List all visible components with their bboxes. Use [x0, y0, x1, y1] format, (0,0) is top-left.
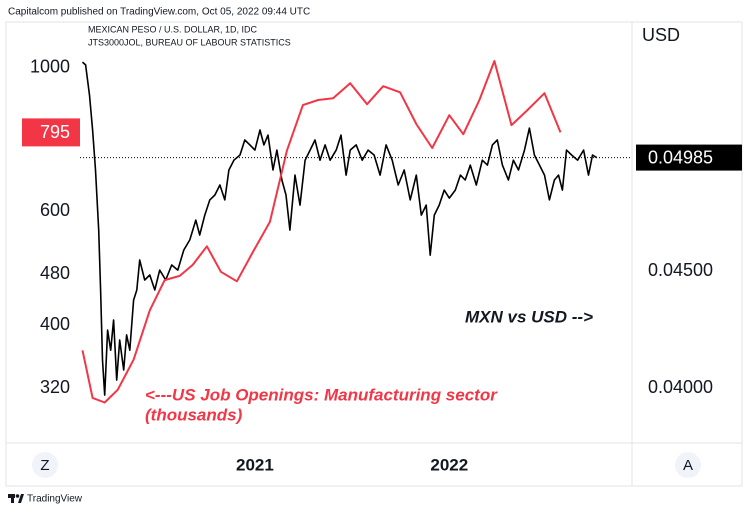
legend-entry: JTS3000JOL, BUREAU OF LABOUR STATISTICS	[88, 37, 291, 47]
button-label[interactable]: Z	[40, 457, 49, 474]
series-line	[81, 61, 598, 396]
tv-logo	[8, 494, 24, 503]
x-tick-label: 2021	[236, 455, 274, 474]
annotation: <---US Job Openings: Manufacturing secto…	[145, 385, 498, 404]
last-value-label: 795	[40, 122, 70, 142]
legend-entry: MEXICAN PESO / U.S. DOLLAR, 1D, IDC	[88, 24, 258, 34]
button-label[interactable]: A	[683, 457, 693, 474]
button[interactable]	[675, 452, 701, 478]
last-value-box	[22, 118, 80, 147]
y-tick-label: 480	[40, 263, 70, 283]
last-value-label: 0.04985	[648, 147, 713, 167]
y2-tick-label: 0.04500	[648, 260, 713, 280]
annotation: MXN vs USD -->	[465, 307, 593, 326]
y2-axis-label: USD	[642, 25, 680, 45]
footer-brand: TradingView	[27, 494, 83, 505]
y-tick-label: 320	[40, 377, 70, 397]
x-tick-label: 2022	[430, 455, 468, 474]
y-tick-label: 600	[40, 200, 70, 220]
annotation: (thousands)	[145, 405, 243, 424]
chart-frame	[5, 21, 743, 487]
publish-header: Capitalcom published on TradingView.com,…	[8, 7, 310, 18]
series-line	[81, 60, 562, 404]
y-tick-label: 400	[40, 314, 70, 334]
last-value-box	[636, 144, 742, 171]
y-tick-label: 1000	[30, 57, 70, 77]
y2-tick-label: 0.04000	[648, 377, 713, 397]
button[interactable]	[32, 452, 58, 478]
